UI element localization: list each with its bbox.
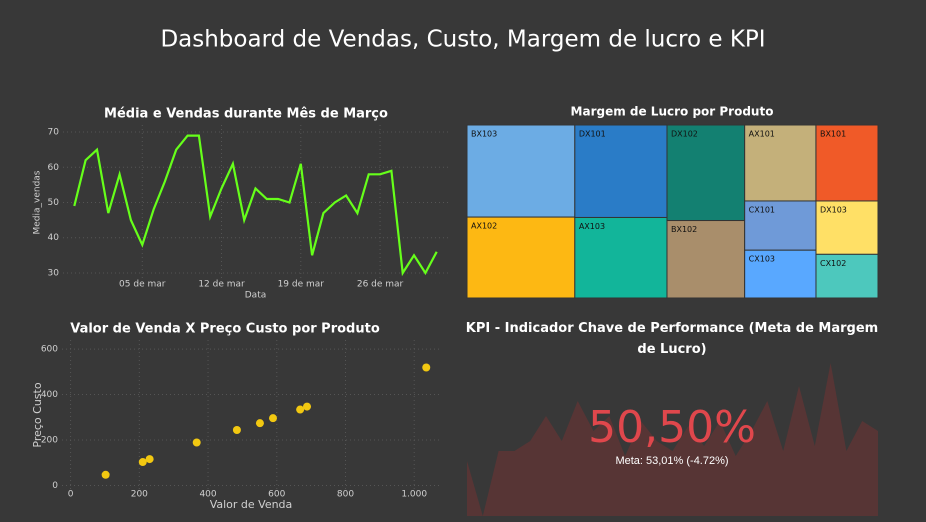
tile-label: DX102 xyxy=(671,130,698,139)
x-axis-label: Valor de Venda xyxy=(210,498,293,511)
x-tick-label: 600 xyxy=(268,490,285,500)
chart-title: Margem de Lucro por Produto xyxy=(571,105,774,119)
point xyxy=(232,426,241,434)
y-tick-label: 0 xyxy=(52,481,58,491)
point xyxy=(303,402,312,411)
point xyxy=(268,414,277,423)
chart-title: Média e Vendas durante Mês de Março xyxy=(104,107,388,122)
treemap-tile xyxy=(466,124,576,218)
y-tick-label: 30 xyxy=(48,268,60,278)
tile-label: BX101 xyxy=(820,130,846,139)
x-tick-label: 05 de mar xyxy=(119,280,166,290)
tile-label: DX101 xyxy=(579,130,606,139)
x-tick-label: 26 de mar xyxy=(357,280,404,290)
tile-label: AX101 xyxy=(749,130,775,139)
treemap-tile xyxy=(744,200,817,251)
chart-title: KPI - Indicador Chave de Performance (Me… xyxy=(465,321,879,357)
tile-label: CX102 xyxy=(820,259,846,268)
title-box: KPI - Indicador Chave de Performance (Me… xyxy=(465,321,879,357)
y-tick-label: 200 xyxy=(41,436,58,446)
tile-label: BX103 xyxy=(471,130,497,139)
x-axis-label: Data xyxy=(245,291,267,301)
tile-label: AX103 xyxy=(579,222,605,231)
point xyxy=(255,419,264,428)
treemap-tile xyxy=(666,124,746,222)
point xyxy=(422,363,431,372)
x-tick-label: 200 xyxy=(131,490,148,500)
y-axis-label: Media_vendas xyxy=(33,170,43,234)
x-tick-label: 400 xyxy=(199,490,216,500)
x-tick-label: 0 xyxy=(68,490,74,500)
treemap-tile xyxy=(815,124,879,202)
treemap-tile xyxy=(815,200,879,255)
point xyxy=(101,470,110,479)
x-tick-label: 1.000 xyxy=(401,490,427,500)
treemap-tile xyxy=(666,220,746,299)
y-tick-label: 600 xyxy=(41,345,58,355)
dashboard-title: Dashboard de Vendas, Custo, Margem de lu… xyxy=(160,27,765,53)
y-tick-label: 50 xyxy=(48,198,60,208)
trend-area xyxy=(467,363,878,516)
kpi-goal: Meta: 53,01% (-4.72%) xyxy=(615,455,728,467)
treemap-tile xyxy=(574,124,668,218)
treemap-tile xyxy=(744,249,817,299)
tile-label: CX101 xyxy=(749,205,775,214)
point xyxy=(296,405,305,414)
tile-label: DX103 xyxy=(820,205,847,214)
x-tick-label: 19 de mar xyxy=(278,280,325,290)
point xyxy=(145,455,154,464)
kpi-value: 50,50% xyxy=(588,402,756,453)
x-tick-label: 800 xyxy=(337,490,354,500)
tile-label: CX103 xyxy=(749,255,775,264)
treemap-tile xyxy=(466,216,576,299)
treemap-tile xyxy=(815,253,879,299)
point xyxy=(192,438,201,447)
y-tick-label: 400 xyxy=(41,390,58,400)
treemap-tile xyxy=(744,124,817,202)
point xyxy=(138,458,147,467)
tile-label: AX102 xyxy=(471,222,497,231)
y-axis-label: Preço Custo xyxy=(31,382,44,447)
x-tick-label: 12 de mar xyxy=(198,280,245,290)
chart-title: Valor de Venda X Preço Custo por Produto xyxy=(70,322,380,337)
tile-label: BX102 xyxy=(671,225,697,234)
y-tick-label: 60 xyxy=(48,163,60,173)
line xyxy=(73,134,438,277)
y-tick-label: 70 xyxy=(48,128,60,138)
y-tick-label: 40 xyxy=(48,233,60,243)
treemap-tile xyxy=(574,216,668,299)
